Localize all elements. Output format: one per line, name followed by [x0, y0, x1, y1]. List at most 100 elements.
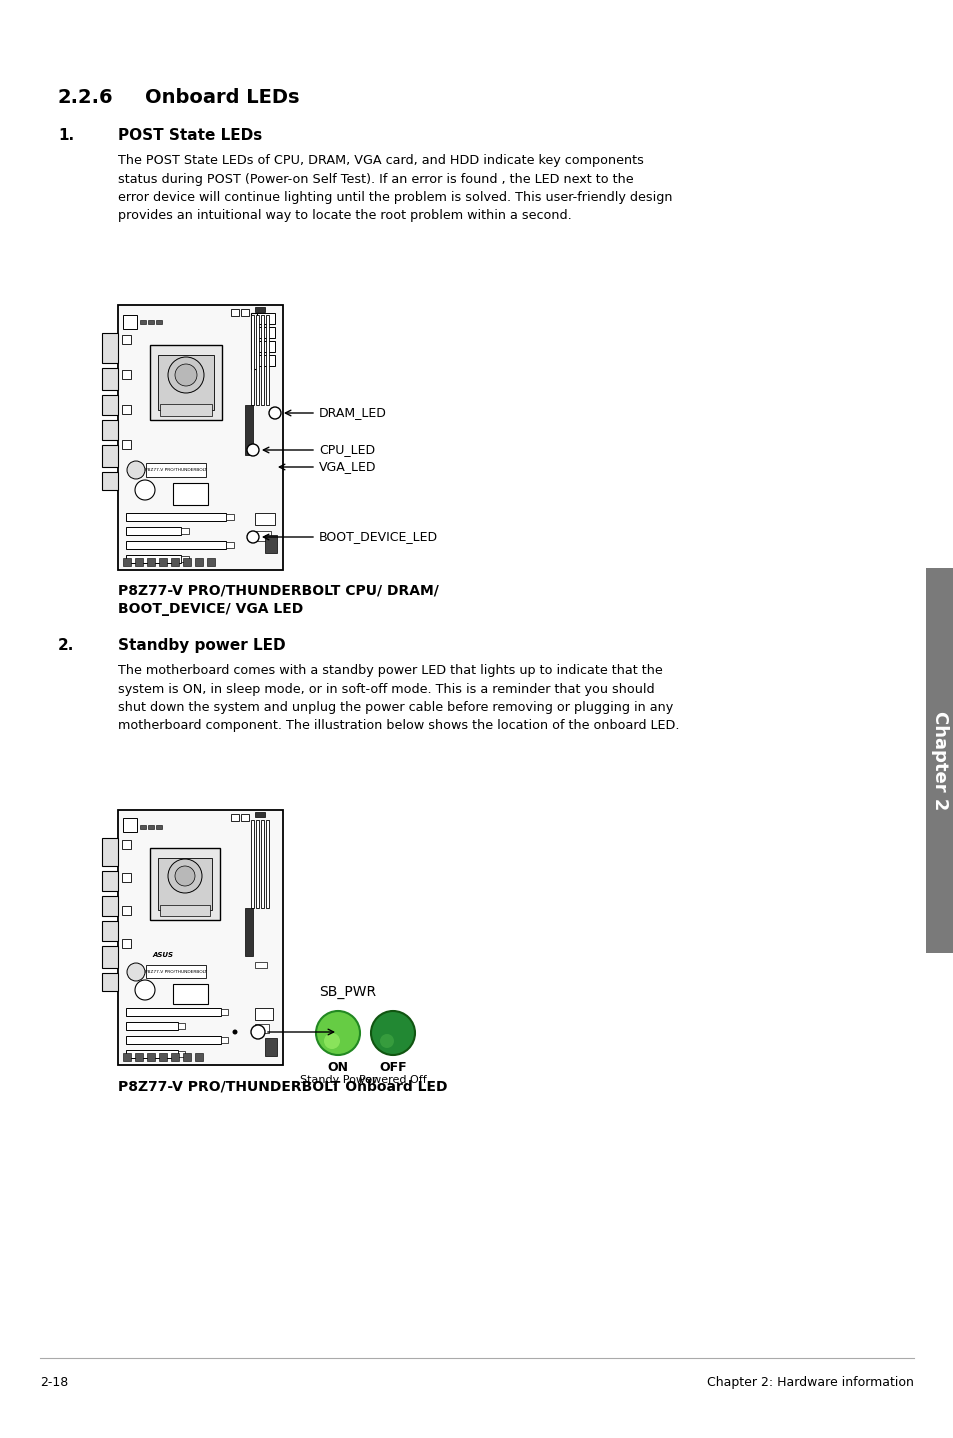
Bar	[126, 526, 181, 535]
Bar	[102, 420, 118, 440]
Bar	[102, 896, 118, 916]
Bar	[183, 558, 191, 567]
Bar	[172, 483, 208, 505]
Bar	[261, 820, 264, 907]
Circle shape	[269, 407, 281, 418]
Bar	[245, 406, 253, 454]
Bar	[122, 406, 131, 414]
Text: Chapter 2: Chapter 2	[930, 710, 948, 810]
Bar	[122, 335, 131, 344]
Bar	[140, 825, 146, 828]
Bar	[123, 315, 137, 329]
Bar	[221, 1009, 228, 1015]
Bar	[159, 1053, 167, 1061]
Bar	[251, 820, 253, 907]
Bar	[150, 848, 220, 920]
Bar	[126, 1008, 221, 1017]
Bar	[126, 541, 226, 549]
Bar	[226, 513, 233, 521]
Circle shape	[135, 981, 154, 999]
Circle shape	[174, 364, 196, 385]
Bar	[156, 825, 162, 828]
Bar	[123, 818, 137, 833]
Bar	[254, 1008, 273, 1020]
Bar	[925, 568, 953, 953]
Circle shape	[247, 444, 258, 456]
Bar	[255, 315, 258, 406]
Bar	[159, 558, 167, 567]
Text: DRAM_LED: DRAM_LED	[318, 407, 387, 420]
Bar	[156, 321, 162, 324]
Bar	[251, 315, 253, 406]
Text: 2.: 2.	[58, 638, 74, 653]
Bar	[122, 906, 131, 915]
Bar	[181, 557, 189, 562]
Bar	[158, 355, 213, 410]
Bar	[171, 558, 179, 567]
Bar	[102, 472, 118, 490]
Bar	[102, 974, 118, 991]
Bar	[241, 309, 249, 316]
Bar	[254, 962, 267, 968]
Bar	[266, 820, 269, 907]
Bar	[122, 840, 131, 848]
Bar	[147, 1053, 154, 1061]
Text: P8Z77-V PRO/THUNDERBOLT Onboard LED: P8Z77-V PRO/THUNDERBOLT Onboard LED	[118, 1078, 447, 1093]
Bar	[126, 555, 181, 564]
Bar	[123, 1053, 131, 1061]
Circle shape	[247, 531, 258, 544]
Bar	[122, 939, 131, 948]
Text: Chapter 2: Hardware information: Chapter 2: Hardware information	[706, 1376, 913, 1389]
Bar	[118, 305, 283, 569]
Bar	[102, 368, 118, 390]
Bar	[226, 542, 233, 548]
Bar	[178, 1022, 185, 1030]
Text: 1.: 1.	[58, 128, 74, 142]
Bar	[148, 825, 153, 828]
Text: BOOT_DEVICE/ VGA LED: BOOT_DEVICE/ VGA LED	[118, 603, 303, 615]
Bar	[241, 814, 249, 821]
Bar	[122, 873, 131, 881]
Circle shape	[379, 1034, 394, 1048]
Bar	[147, 558, 154, 567]
Bar	[140, 321, 146, 324]
Bar	[158, 858, 212, 910]
Bar	[122, 440, 131, 449]
Bar	[253, 313, 274, 324]
Bar	[160, 404, 212, 416]
Bar	[160, 905, 210, 916]
Text: P8Z77-V PRO/THUNDERBOLT CPU/ DRAM/: P8Z77-V PRO/THUNDERBOLT CPU/ DRAM/	[118, 584, 438, 598]
Text: 2.2.6: 2.2.6	[58, 88, 113, 106]
Bar	[135, 558, 143, 567]
Bar	[172, 984, 208, 1004]
Circle shape	[174, 866, 194, 886]
Text: CPU_LED: CPU_LED	[318, 443, 375, 456]
Circle shape	[233, 1030, 237, 1034]
Circle shape	[127, 462, 145, 479]
Bar	[102, 871, 118, 892]
Bar	[181, 528, 189, 533]
Text: Standby power LED: Standby power LED	[118, 638, 285, 653]
Circle shape	[324, 1032, 339, 1048]
Circle shape	[135, 480, 154, 500]
Bar	[126, 1022, 178, 1030]
Bar	[102, 838, 118, 866]
Bar	[253, 355, 274, 367]
Circle shape	[168, 357, 204, 393]
Bar	[245, 907, 253, 956]
Circle shape	[168, 858, 202, 893]
Bar	[135, 1053, 143, 1061]
Text: Standy Power: Standy Power	[299, 1076, 375, 1086]
Bar	[146, 463, 206, 477]
Bar	[261, 315, 264, 406]
Bar	[102, 920, 118, 940]
Bar	[251, 313, 256, 370]
Bar	[102, 395, 118, 416]
Bar	[126, 1050, 178, 1058]
Bar	[126, 1035, 221, 1044]
Bar	[178, 1051, 185, 1057]
Text: Onboard LEDs: Onboard LEDs	[145, 88, 299, 106]
Bar	[171, 1053, 179, 1061]
Bar	[126, 513, 226, 521]
Text: VGA_LED: VGA_LED	[318, 460, 376, 473]
